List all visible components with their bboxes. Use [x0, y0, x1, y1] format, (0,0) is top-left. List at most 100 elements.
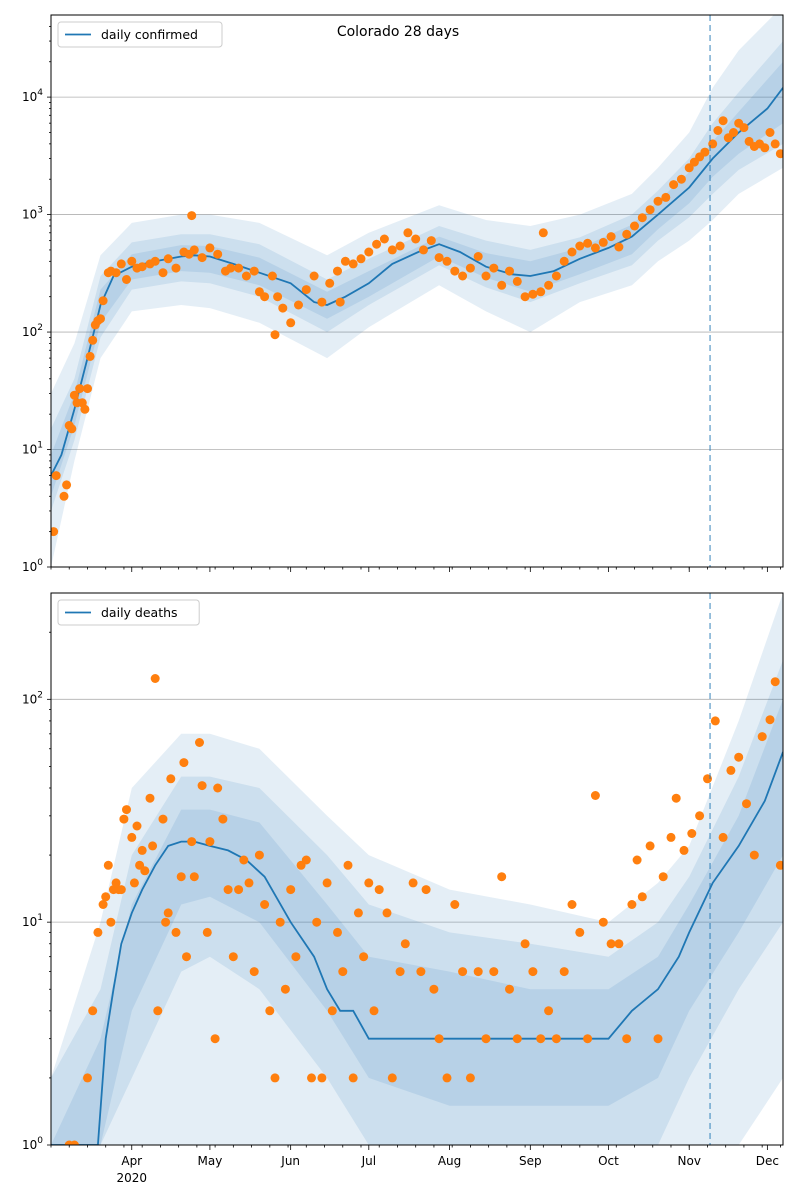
data-point: [163, 254, 173, 264]
plot-area: [51, 593, 783, 1145]
data-point: [598, 237, 608, 247]
data-point: [687, 829, 697, 838]
y-tick-label: 104: [22, 88, 43, 104]
data-point: [145, 793, 155, 803]
data-point: [465, 263, 475, 273]
data-point: [520, 939, 530, 949]
legend-box: [57, 21, 223, 48]
data-point: [458, 271, 468, 281]
confirmed-cases-panel: 100 101 102 103 104 Colorado 28 days daily con…: [22, 14, 784, 574]
data-point: [228, 952, 238, 962]
data-point: [645, 205, 655, 215]
x-tick-label: Sep: [519, 1154, 542, 1168]
data-point: [359, 952, 369, 962]
data-point: [171, 263, 181, 273]
data-point: [137, 845, 147, 855]
data-point: [137, 262, 147, 272]
data-point: [666, 832, 676, 842]
data-point: [710, 716, 720, 726]
data-point: [671, 793, 681, 803]
data-point: [536, 287, 546, 297]
data-point: [244, 878, 254, 888]
data-point: [309, 271, 319, 281]
data-point: [119, 814, 129, 824]
data-point: [197, 781, 207, 791]
data-point: [161, 917, 171, 927]
data-point: [343, 860, 353, 870]
data-point: [291, 952, 301, 962]
data-point: [267, 271, 277, 281]
data-point: [434, 1034, 444, 1044]
data-point: [637, 892, 647, 902]
legend: daily deaths: [57, 599, 200, 626]
y-tick-label: 102: [22, 690, 43, 706]
data-point: [653, 1034, 663, 1044]
data-point: [497, 872, 507, 882]
data-point: [189, 245, 199, 255]
data-point: [275, 917, 285, 927]
data-point: [106, 917, 116, 927]
data-point: [450, 900, 460, 909]
data-point: [372, 239, 382, 249]
data-point: [103, 860, 113, 870]
uncertainty-band-0: [51, 15, 783, 567]
data-point: [622, 229, 632, 239]
data-point: [116, 259, 126, 269]
data-point: [195, 738, 204, 747]
data-point: [416, 967, 426, 977]
plot-content: [51, 15, 783, 567]
data-point: [661, 192, 671, 202]
x-tick-sublabel: 2020: [116, 1171, 147, 1185]
data-point: [213, 249, 223, 259]
data-point: [150, 674, 160, 683]
data-point: [713, 126, 723, 135]
data-point: [520, 292, 530, 302]
plot-content: [51, 593, 783, 1145]
data-point: [96, 314, 105, 324]
data-point: [379, 234, 389, 244]
y-tick-label: 102: [22, 323, 43, 339]
data-point: [718, 116, 728, 126]
data-point: [442, 256, 452, 266]
y-tick-label: 101: [22, 441, 43, 457]
data-point: [653, 196, 663, 206]
data-point: [770, 677, 780, 687]
data-point: [270, 330, 280, 340]
data-point: [171, 927, 181, 937]
data-point: [700, 147, 710, 157]
data-point: [338, 967, 348, 977]
data-point: [505, 984, 514, 994]
data-point: [489, 967, 499, 977]
data-point: [226, 263, 236, 273]
data-point: [632, 855, 642, 865]
data-point: [489, 263, 499, 273]
data-point: [559, 967, 569, 977]
data-point: [176, 872, 186, 882]
data-point: [202, 927, 212, 937]
y-tick-label: 103: [22, 206, 43, 222]
data-point: [528, 289, 538, 299]
data-point: [158, 268, 168, 278]
plot-frame: [50, 14, 784, 568]
data-point: [679, 845, 689, 855]
data-point: [630, 221, 639, 231]
data-point: [403, 228, 413, 238]
data-point: [606, 232, 616, 242]
data-point: [726, 765, 736, 775]
data-point: [512, 1034, 522, 1044]
data-point: [400, 939, 410, 949]
data-point: [205, 837, 215, 847]
data-point: [140, 866, 150, 876]
data-point: [544, 280, 554, 290]
data-point: [239, 855, 249, 865]
data-point: [218, 814, 228, 824]
data-point: [83, 1073, 92, 1083]
data-point: [684, 163, 694, 173]
data-point: [395, 241, 405, 251]
data-point: [348, 1073, 358, 1083]
data-point: [241, 271, 251, 281]
data-point: [559, 256, 569, 266]
data-point: [770, 139, 780, 149]
data-point: [234, 263, 244, 273]
